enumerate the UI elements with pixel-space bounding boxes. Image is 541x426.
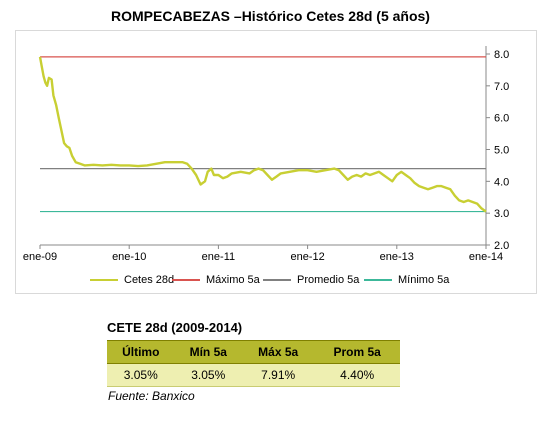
table-title: CETE 28d (2009-2014) [107,320,243,335]
header-max: Máx 5a [242,340,315,364]
source-note: Fuente: Banxico [108,389,195,403]
chart-frame [15,30,537,294]
y-tick-label: 7.0 [494,81,509,93]
x-tick-label: ene-10 [112,251,146,263]
x-tick-label: ene-12 [290,251,324,263]
chart-title: ROMPECABEZAS –Histórico Cetes 28d (5 año… [111,8,430,24]
legend-item-minimo: Mínimo 5a [364,272,449,288]
cetes-28d-line [38,56,487,213]
y-tick-label: 3.0 [494,208,509,220]
x-tick-label: ene-09 [23,251,57,263]
x-tick-label: ene-13 [380,251,414,263]
legend-swatch-promedio [263,279,291,281]
chart-legend: Cetes 28d Máximo 5a Promedio 5a Mínimo 5… [0,272,541,288]
legend-item-cetes: Cetes 28d [90,272,174,288]
header-min: Mín 5a [174,340,242,364]
x-tick-label: ene-11 [202,251,235,263]
value-max: 7.91% [242,363,315,387]
chart-plot: ene-09 ene-10 ene-11 ene-12 ene-13 ene-142.0 3… [23,46,509,263]
y-tick-label: 4.0 [494,176,509,188]
value-prom: 4.40% [314,363,400,387]
header-prom: Prom 5a [314,340,400,364]
legend-label-minimo: Mínimo 5a [398,274,450,286]
legend-label-maximo: Máximo 5a [206,274,260,286]
stats-table: Último Mín 5a Máx 5a Prom 5a 3.05% 3.05%… [107,340,400,387]
stats-header-row: Último Mín 5a Máx 5a Prom 5a [107,340,400,364]
value-ultimo: 3.05% [107,363,175,387]
y-tick-label: 2.0 [494,240,509,252]
x-tick-label: ene-14 [469,251,503,263]
legend-swatch-minimo [364,279,392,281]
legend-label-promedio: Promedio 5a [297,274,360,286]
y-tick-label: 8.0 [494,49,509,61]
legend-label-cetes: Cetes 28d [124,274,175,286]
y-tick-label: 5.0 [494,145,509,157]
value-min: 3.05% [174,363,242,387]
header-ultimo: Último [107,340,175,364]
stats-value-row: 3.05% 3.05% 7.91% 4.40% [107,363,400,387]
y-tick-label: 6.0 [494,113,509,125]
legend-swatch-cetes [90,279,118,281]
legend-item-maximo: Máximo 5a [172,272,260,288]
legend-item-promedio: Promedio 5a [263,272,359,288]
legend-swatch-maximo [172,279,200,281]
